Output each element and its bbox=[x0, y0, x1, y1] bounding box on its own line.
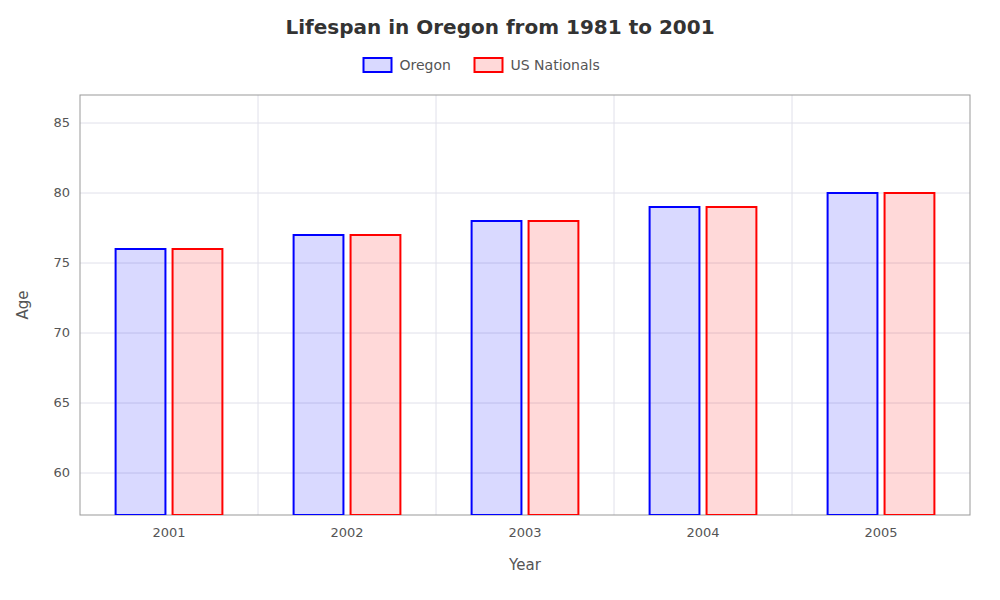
plot-frame bbox=[80, 95, 970, 515]
legend-label: US Nationals bbox=[511, 57, 600, 73]
y-tick-label: 65 bbox=[53, 395, 70, 410]
bars bbox=[116, 193, 935, 515]
bar bbox=[173, 249, 223, 515]
bar bbox=[472, 221, 522, 515]
bar bbox=[707, 207, 757, 515]
x-tick-label: 2001 bbox=[152, 525, 185, 540]
y-tick-label: 70 bbox=[53, 325, 70, 340]
bar bbox=[650, 207, 700, 515]
x-axis-label: Year bbox=[508, 556, 542, 574]
x-tick-label: 2003 bbox=[508, 525, 541, 540]
bar bbox=[529, 221, 579, 515]
legend: Oregon US Nationals bbox=[364, 57, 600, 73]
bar bbox=[116, 249, 166, 515]
bar bbox=[351, 235, 401, 515]
legend-swatch bbox=[364, 58, 392, 72]
bar bbox=[294, 235, 344, 515]
y-tick-label: 85 bbox=[53, 115, 70, 130]
y-tick-label: 80 bbox=[53, 185, 70, 200]
x-tick-label: 2004 bbox=[686, 525, 719, 540]
chart: 60 65 70 75 80 85 2001 2002 2003 2004 2005 Year Age L… bbox=[0, 0, 1000, 600]
legend-label: Oregon bbox=[400, 57, 451, 73]
grid-line bbox=[80, 123, 970, 124]
chart-container: 60 65 70 75 80 85 2001 2002 2003 2004 2005 Year Age L… bbox=[0, 0, 1000, 600]
x-tick-label: 2002 bbox=[330, 525, 363, 540]
group-separator bbox=[436, 95, 437, 515]
group-separator bbox=[792, 95, 793, 515]
y-tick-label: 75 bbox=[53, 255, 70, 270]
legend-swatch bbox=[475, 58, 503, 72]
bar bbox=[885, 193, 935, 515]
group-separator bbox=[258, 95, 259, 515]
y-axis: 60 65 70 75 80 85 bbox=[53, 115, 70, 480]
group-separator bbox=[614, 95, 615, 515]
y-axis-label: Age bbox=[14, 290, 32, 319]
y-tick-label: 60 bbox=[53, 465, 70, 480]
x-axis: 2001 2002 2003 2004 2005 bbox=[152, 525, 897, 540]
grid bbox=[80, 95, 970, 515]
bar bbox=[828, 193, 878, 515]
title: Lifespan in Oregon from 1981 to 2001 bbox=[285, 15, 714, 39]
x-tick-label: 2005 bbox=[864, 525, 897, 540]
